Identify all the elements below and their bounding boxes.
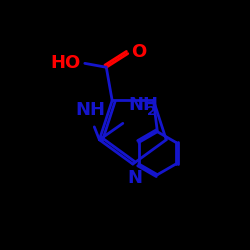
Text: O: O	[131, 43, 146, 61]
Text: 2: 2	[148, 105, 156, 118]
Text: NH: NH	[76, 101, 106, 119]
Text: N: N	[127, 169, 142, 187]
Text: NH: NH	[129, 96, 159, 114]
Text: HO: HO	[51, 54, 81, 72]
